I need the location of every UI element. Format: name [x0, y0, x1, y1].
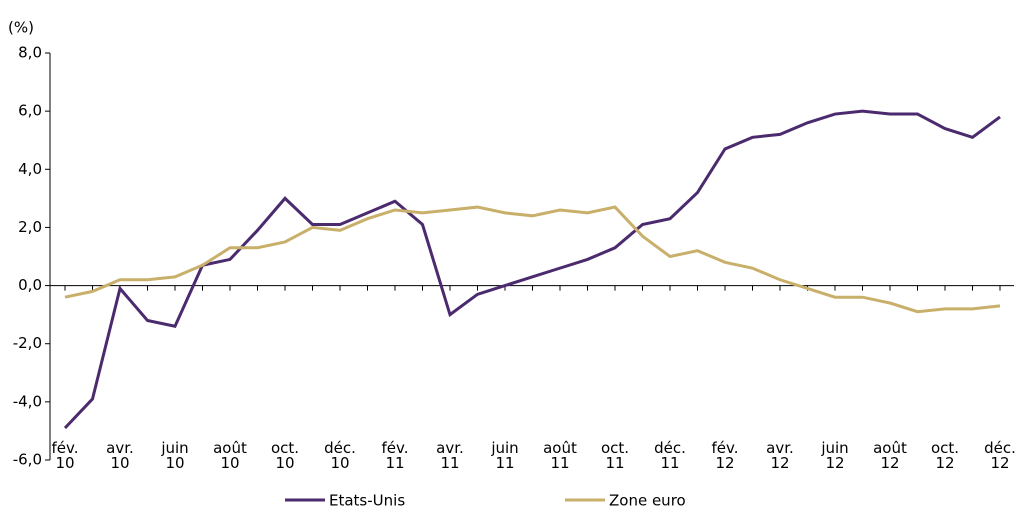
- series-line: [64, 205, 1001, 314]
- y-tick-label: -2,0: [13, 334, 42, 352]
- y-tick-label: 0,0: [18, 276, 42, 294]
- x-tick-label: juin 12: [821, 439, 849, 472]
- x-tick-label: fév. 10: [51, 439, 79, 472]
- series-line: [63, 109, 1001, 430]
- x-tick-label: fév. 12: [711, 439, 739, 472]
- y-tick-label: -6,0: [13, 451, 42, 469]
- y-axis-label: (%): [8, 19, 34, 37]
- x-tick-label: oct. 12: [930, 439, 960, 472]
- y-tick-label: 6,0: [18, 102, 42, 120]
- y-tick-label: 2,0: [18, 218, 42, 236]
- x-tick-label: déc. 12: [984, 439, 1016, 472]
- x-tick-label: fév. 11: [381, 439, 409, 472]
- x-tick-label: juin 10: [161, 439, 189, 472]
- x-tick-label: avr. 11: [436, 439, 464, 472]
- x-tick-label: oct. 11: [600, 439, 630, 472]
- x-tick-label: août 11: [543, 439, 577, 472]
- x-tick-label: juin 11: [491, 439, 519, 472]
- x-tick-label: août 10: [213, 439, 247, 472]
- legend-label: Etats-Unis: [329, 492, 405, 510]
- x-tick-label: déc. 11: [654, 439, 686, 472]
- x-tick-label: déc. 10: [324, 439, 356, 472]
- x-tick-label: oct. 10: [270, 439, 300, 472]
- x-tick-label: avr. 10: [106, 439, 134, 472]
- legend-label: Zone euro: [609, 492, 686, 510]
- y-tick-label: -4,0: [13, 392, 42, 410]
- x-tick-label: avr. 12: [766, 439, 794, 472]
- x-tick-label: août 12: [873, 439, 907, 472]
- y-tick-label: 8,0: [18, 44, 42, 62]
- y-tick-label: 4,0: [18, 160, 42, 178]
